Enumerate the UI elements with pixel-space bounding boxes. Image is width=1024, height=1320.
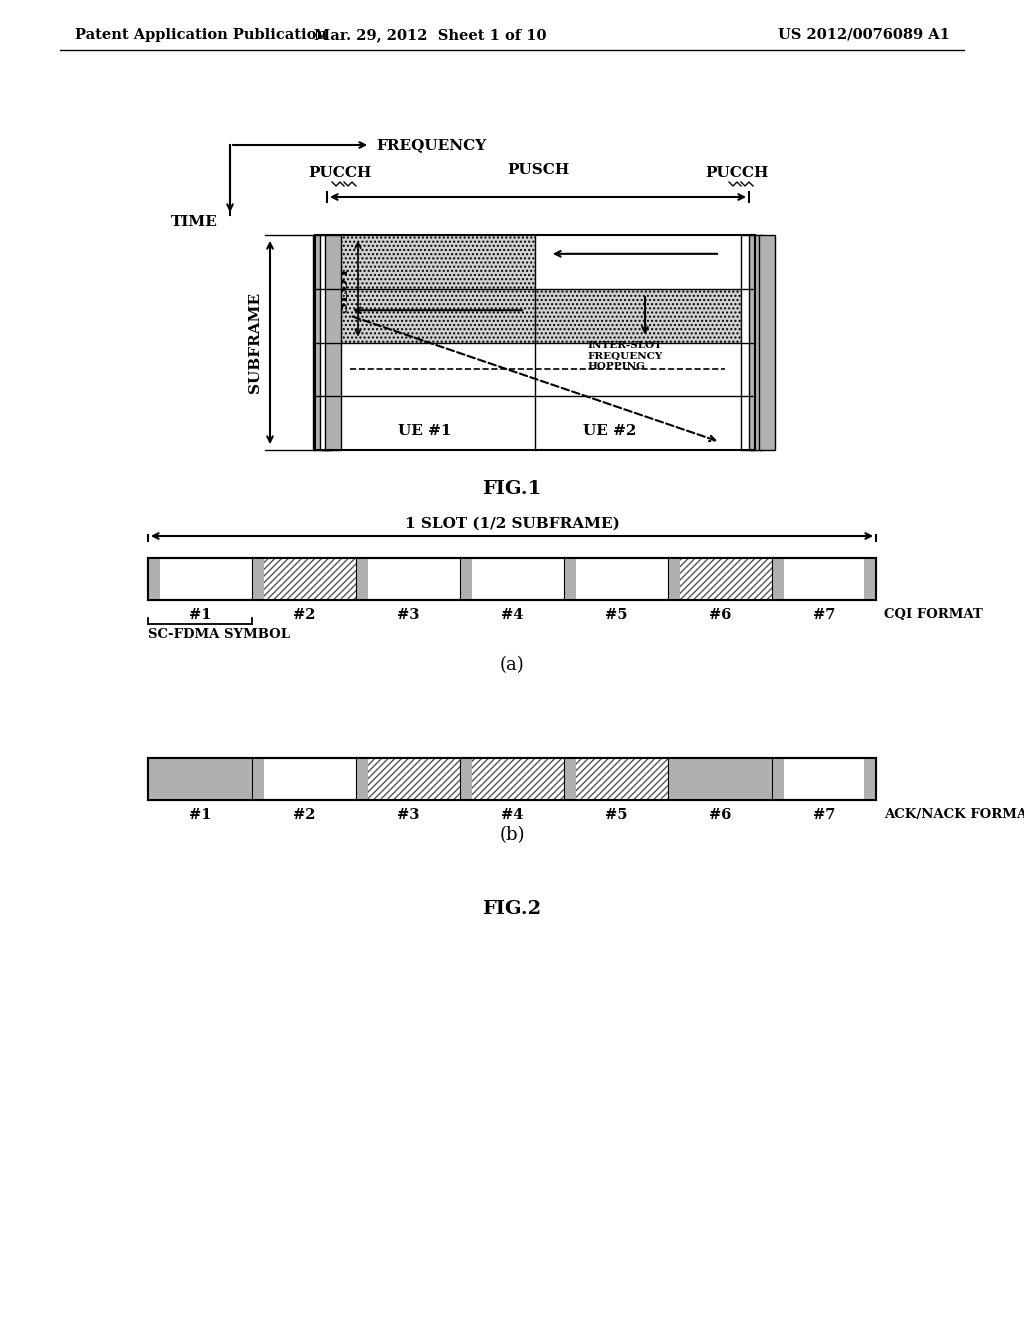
- Bar: [315, 396, 535, 450]
- Text: UE #1: UE #1: [398, 424, 452, 438]
- Bar: [369, 758, 460, 800]
- Text: #3: #3: [397, 609, 419, 622]
- Bar: [356, 758, 369, 800]
- Bar: [772, 558, 784, 601]
- Bar: [460, 758, 472, 800]
- Bar: [148, 758, 876, 800]
- Text: SLOT: SLOT: [336, 265, 350, 312]
- Text: 1 SLOT (1/2 SUBFRAME): 1 SLOT (1/2 SUBFRAME): [404, 517, 620, 531]
- Bar: [668, 558, 681, 601]
- Text: #7: #7: [813, 609, 836, 622]
- Text: #7: #7: [813, 808, 836, 822]
- Bar: [315, 342, 535, 396]
- Text: #3: #3: [397, 808, 419, 822]
- Text: #4: #4: [501, 609, 523, 622]
- Text: #6: #6: [709, 808, 731, 822]
- Bar: [749, 235, 763, 450]
- Text: #1: #1: [188, 609, 211, 622]
- Text: CQI FORMAT: CQI FORMAT: [884, 609, 983, 620]
- Text: #4: #4: [501, 808, 523, 822]
- Text: PUCCH: PUCCH: [706, 166, 769, 180]
- Bar: [148, 758, 161, 800]
- Bar: [577, 758, 668, 800]
- Bar: [863, 758, 876, 800]
- Bar: [681, 758, 772, 800]
- Text: PUCCH: PUCCH: [308, 166, 372, 180]
- Text: #2: #2: [293, 609, 315, 622]
- Text: TIME: TIME: [171, 215, 218, 228]
- Bar: [313, 235, 329, 450]
- Text: #6: #6: [709, 609, 731, 622]
- Bar: [741, 235, 757, 450]
- Bar: [315, 235, 535, 289]
- Bar: [315, 235, 755, 450]
- Bar: [315, 289, 535, 342]
- Bar: [681, 558, 772, 601]
- Bar: [772, 758, 784, 800]
- Text: FIG.2: FIG.2: [482, 900, 542, 917]
- Bar: [148, 758, 876, 800]
- Bar: [668, 758, 681, 800]
- Bar: [535, 235, 755, 289]
- Bar: [759, 235, 775, 450]
- Text: ACK/NACK FORMAT: ACK/NACK FORMAT: [884, 808, 1024, 821]
- Text: (a): (a): [500, 656, 524, 675]
- Bar: [564, 558, 577, 601]
- Text: #5: #5: [605, 808, 628, 822]
- Bar: [564, 758, 577, 800]
- Text: SC-FDMA SYMBOL: SC-FDMA SYMBOL: [148, 628, 290, 642]
- Text: #5: #5: [605, 609, 628, 622]
- Bar: [264, 558, 356, 601]
- Bar: [161, 758, 252, 800]
- Text: SUBFRAME: SUBFRAME: [248, 292, 262, 393]
- Text: FIG.1: FIG.1: [482, 480, 542, 498]
- Bar: [252, 758, 264, 800]
- Bar: [252, 558, 264, 601]
- Bar: [325, 235, 341, 450]
- Text: (b): (b): [500, 826, 524, 843]
- Bar: [863, 558, 876, 601]
- Bar: [148, 558, 876, 601]
- Bar: [319, 235, 332, 450]
- Bar: [148, 558, 161, 601]
- Text: #1: #1: [188, 808, 211, 822]
- Text: PUSCH: PUSCH: [507, 162, 569, 177]
- Bar: [535, 396, 755, 450]
- Bar: [356, 558, 369, 601]
- Text: US 2012/0076089 A1: US 2012/0076089 A1: [778, 28, 950, 42]
- Text: FREQUENCY: FREQUENCY: [376, 139, 486, 152]
- Text: Mar. 29, 2012  Sheet 1 of 10: Mar. 29, 2012 Sheet 1 of 10: [313, 28, 546, 42]
- Bar: [312, 236, 342, 449]
- Bar: [460, 558, 472, 601]
- Text: Patent Application Publication: Patent Application Publication: [75, 28, 327, 42]
- Bar: [315, 235, 755, 450]
- Text: UE #2: UE #2: [583, 424, 637, 438]
- Bar: [148, 558, 876, 601]
- Bar: [535, 289, 755, 342]
- Bar: [472, 758, 564, 800]
- Text: #2: #2: [293, 808, 315, 822]
- Bar: [535, 342, 755, 396]
- Text: INTER-SLOT
FREQUENCY
HOPPING: INTER-SLOT FREQUENCY HOPPING: [588, 341, 664, 371]
